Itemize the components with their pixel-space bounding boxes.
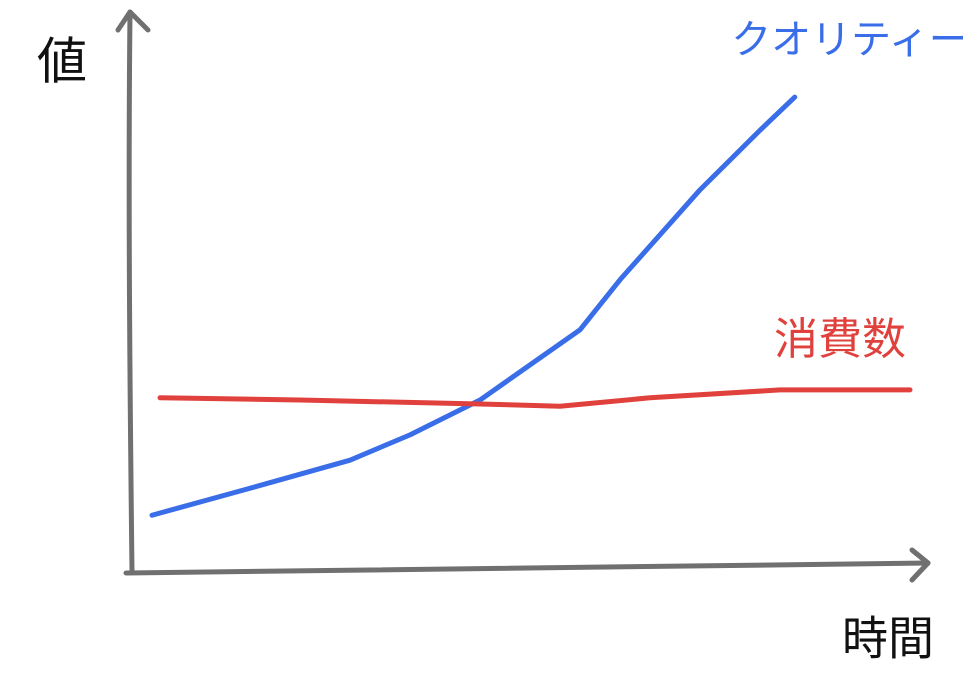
y-axis — [126, 9, 135, 575]
x-axis-arrow — [909, 547, 931, 583]
y-axis-arrow — [115, 9, 151, 33]
series-line — [149, 94, 798, 518]
x-axis-label: 時間 — [842, 612, 934, 666]
series-label: クオリティー — [731, 17, 963, 63]
axes — [115, 9, 931, 583]
y-axis-label: 値 — [37, 33, 87, 91]
series-label: 消費数 — [774, 314, 906, 365]
series-line — [157, 387, 913, 409]
x-axis — [123, 560, 931, 576]
